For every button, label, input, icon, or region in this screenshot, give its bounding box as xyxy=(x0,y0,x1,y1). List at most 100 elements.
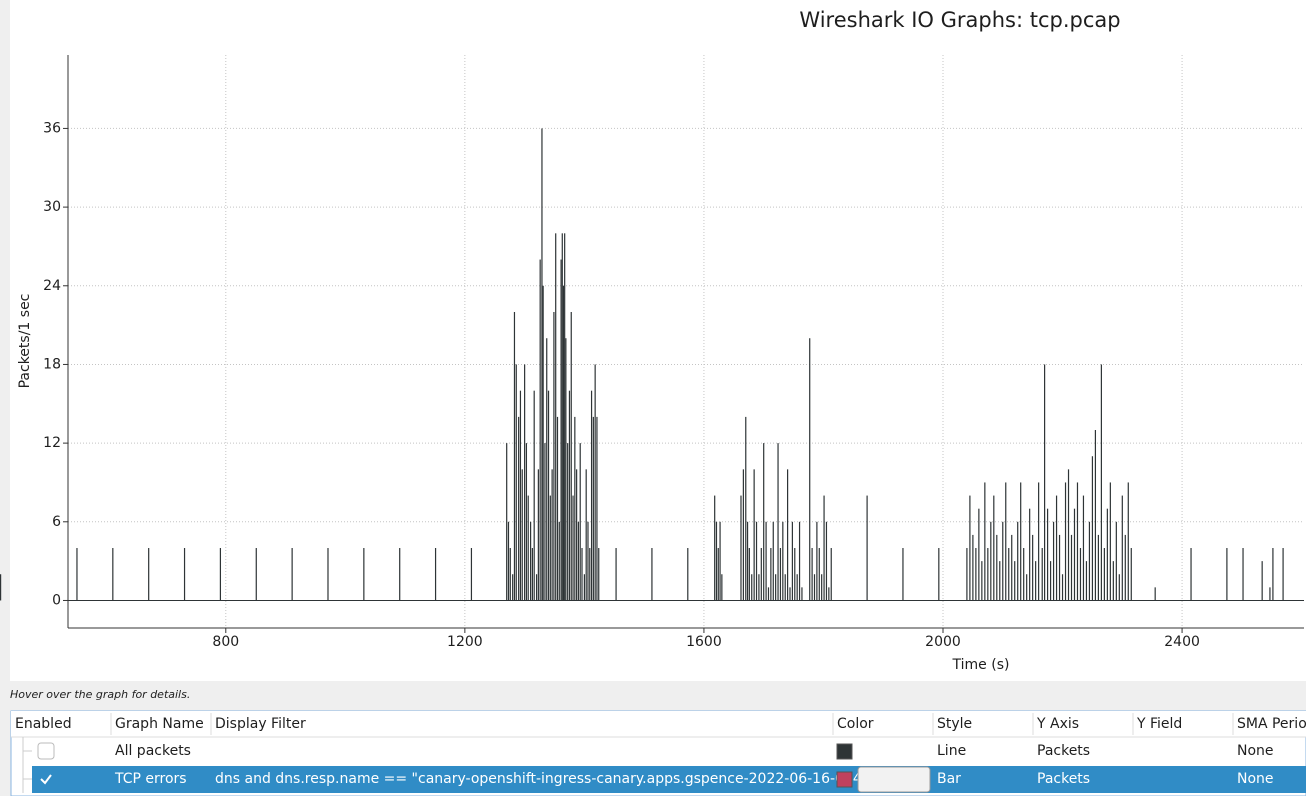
bar xyxy=(1226,548,1228,601)
bar xyxy=(506,443,508,601)
bar xyxy=(518,416,520,601)
column-header: Graph Name xyxy=(115,716,204,732)
bar xyxy=(541,128,543,601)
column-header: Y Axis xyxy=(1036,716,1079,732)
bar xyxy=(978,508,980,601)
bar xyxy=(825,521,828,601)
bar xyxy=(594,364,596,601)
bar xyxy=(1242,548,1244,601)
bar xyxy=(972,534,974,601)
bar xyxy=(592,416,594,601)
bar xyxy=(938,548,940,601)
y-tick-label: 12 xyxy=(43,435,61,451)
bar xyxy=(598,548,600,601)
bar xyxy=(555,233,557,601)
bar xyxy=(577,521,580,601)
cell-style: Bar xyxy=(937,771,961,787)
bar xyxy=(777,443,779,601)
bar xyxy=(1082,495,1085,601)
color-button[interactable] xyxy=(857,766,931,793)
bar xyxy=(565,338,567,601)
bar xyxy=(740,495,742,601)
bar xyxy=(1044,364,1046,601)
bar xyxy=(798,521,801,601)
bar xyxy=(1154,587,1156,601)
bar xyxy=(219,548,222,601)
hint: Hover over the graph for details. xyxy=(10,688,190,701)
enable-checkbox[interactable] xyxy=(37,770,55,788)
bar xyxy=(830,548,832,601)
bar xyxy=(567,443,569,601)
enable-checkbox[interactable] xyxy=(37,742,55,760)
bar xyxy=(1067,469,1070,601)
bar xyxy=(1020,482,1022,601)
bar xyxy=(579,443,581,601)
bar xyxy=(1097,534,1099,601)
bar xyxy=(519,390,522,601)
column-header: Y Field xyxy=(1136,716,1182,732)
column-header: Display Filter xyxy=(215,716,306,732)
bar xyxy=(813,574,816,601)
bar xyxy=(1094,430,1097,601)
bar xyxy=(1026,574,1028,601)
bar xyxy=(590,390,593,601)
bar xyxy=(1041,548,1043,601)
bar xyxy=(763,443,765,601)
x-tick-label: 1200 xyxy=(447,634,483,650)
bar xyxy=(596,416,598,601)
bar xyxy=(1049,561,1052,601)
bar xyxy=(0,574,2,601)
bar xyxy=(990,521,992,601)
bar xyxy=(1070,534,1073,601)
selected-row xyxy=(32,766,1306,793)
bar xyxy=(787,469,789,601)
bar xyxy=(507,521,510,601)
bar xyxy=(583,574,585,601)
bar xyxy=(811,548,813,601)
bar xyxy=(112,548,114,601)
color-swatch[interactable] xyxy=(836,743,853,760)
bar xyxy=(515,364,517,601)
bar xyxy=(1261,561,1263,601)
bar xyxy=(996,534,998,601)
cell-sma-period: None xyxy=(1237,771,1274,787)
plot-background xyxy=(10,0,1306,681)
bar xyxy=(1115,521,1117,601)
bar xyxy=(1035,561,1037,601)
bar xyxy=(561,233,563,601)
bar xyxy=(758,574,760,601)
bar xyxy=(1005,482,1007,601)
color-swatch[interactable] xyxy=(836,771,853,788)
bar xyxy=(745,416,747,601)
bar xyxy=(1052,521,1055,601)
bar xyxy=(560,259,562,601)
bar xyxy=(794,548,796,601)
bar xyxy=(791,521,793,601)
bar xyxy=(1079,548,1082,601)
bar xyxy=(531,548,533,601)
bar xyxy=(1046,508,1049,601)
bar xyxy=(765,521,767,601)
bar xyxy=(576,469,578,601)
bar xyxy=(1085,561,1088,601)
bar xyxy=(1058,534,1061,601)
bar xyxy=(587,521,589,601)
bar xyxy=(1112,561,1114,601)
bar xyxy=(748,548,750,601)
y-tick-label: 24 xyxy=(43,278,61,294)
bar xyxy=(767,587,770,601)
bar xyxy=(1091,456,1094,601)
bar xyxy=(775,574,777,601)
bar xyxy=(615,548,617,601)
bar xyxy=(551,469,553,601)
bar xyxy=(751,574,753,601)
bar xyxy=(772,521,774,601)
bar xyxy=(1282,548,1284,601)
bar xyxy=(512,574,514,601)
bar xyxy=(821,574,823,601)
bar xyxy=(1014,561,1016,601)
cell-display-filter: dns and dns.resp.name == "canary-openshi… xyxy=(215,771,876,787)
bar xyxy=(1130,548,1132,601)
y-tick-label: 6 xyxy=(52,514,61,530)
